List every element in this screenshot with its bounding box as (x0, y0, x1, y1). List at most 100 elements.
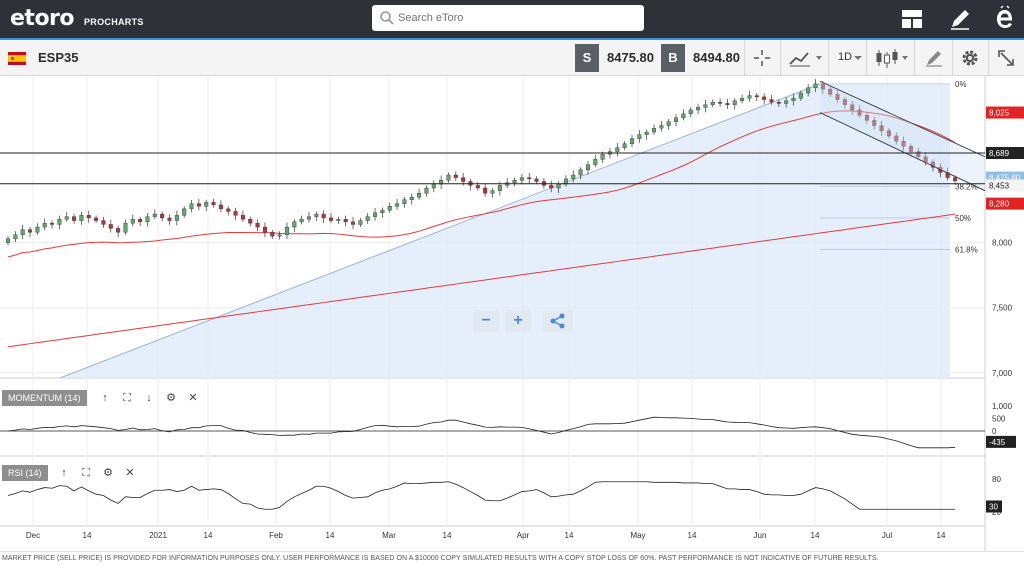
toolbar-divider (744, 40, 745, 76)
buy-price[interactable]: 8494.80 (693, 50, 740, 65)
toolbar-divider (988, 40, 989, 76)
ma-long-price-tag: 8,280 (989, 200, 1010, 209)
x-tick-label: 14 (443, 531, 452, 540)
y-tick-label: 7,000 (992, 369, 1013, 378)
candle-body (123, 222, 128, 233)
close-icon[interactable]: ✕ (125, 467, 135, 479)
candle-body (86, 215, 91, 219)
x-tick-label: 14 (565, 531, 574, 540)
candle-body (718, 101, 723, 104)
candle-body (578, 169, 583, 176)
timeframe-selector[interactable]: 1D (838, 51, 853, 63)
candle-body (130, 219, 135, 224)
candle-body (483, 187, 488, 194)
candle-body (490, 190, 495, 194)
candle-body (101, 220, 106, 225)
gear-icon[interactable]: ⚙ (103, 467, 113, 479)
gear-icon[interactable]: ⚙ (166, 392, 176, 404)
candle-body (417, 193, 422, 198)
x-tick-label: 14 (204, 531, 213, 540)
candle-body (57, 219, 62, 225)
candle-body (20, 229, 25, 236)
move-up-icon[interactable]: ↑ (102, 392, 108, 404)
sell-price[interactable]: 8475.80 (607, 50, 654, 65)
share-button[interactable] (543, 310, 573, 332)
candle-body (512, 180, 517, 184)
candle-body (358, 220, 363, 225)
draw-pencil-icon[interactable] (945, 4, 975, 34)
candle-body (387, 206, 392, 211)
expand-icon[interactable]: ⛶ (82, 467, 90, 479)
candle-body (747, 95, 752, 99)
move-up-icon[interactable]: ↑ (61, 467, 67, 479)
ma-long-price-tag-bg (986, 197, 1024, 210)
layout-icon[interactable] (897, 4, 927, 34)
candle-body (218, 204, 223, 210)
rsi-label[interactable]: RSI (14) (2, 465, 48, 481)
etoro-e-icon[interactable] (990, 4, 1020, 34)
zoom-out-button[interactable]: − (473, 310, 499, 332)
candle-body (725, 103, 730, 105)
buy-tag[interactable]: B (661, 44, 685, 72)
candle-body (754, 95, 759, 98)
candle-body (108, 224, 113, 229)
zoom-in-button[interactable]: + (505, 310, 531, 332)
close-icon[interactable]: ✕ (188, 392, 198, 404)
candle-body (35, 226, 40, 233)
candle-body (453, 174, 458, 178)
gear-icon[interactable] (956, 44, 984, 72)
momentum-value-tag: -435 (989, 438, 1006, 447)
candle-body (409, 196, 414, 200)
moving-average-short (7, 110, 956, 258)
rsi-tick-label: 80 (992, 475, 1001, 484)
resistance-price-tag-bg (986, 147, 1024, 160)
rsi-tools: ↑ ⛶ ⚙ ✕ (56, 465, 138, 481)
candle-body (549, 185, 554, 189)
x-tick-label: May (630, 531, 645, 540)
candle-body (226, 208, 231, 212)
x-tick-label: Dec (26, 531, 40, 540)
expand-icon[interactable]: ⛶ (123, 392, 131, 404)
y-tick-label: 7,500 (992, 304, 1013, 313)
candle-body (710, 101, 715, 105)
candle-body (204, 202, 209, 207)
candle-body (659, 125, 664, 129)
candle-body (402, 199, 407, 204)
candle-body (299, 219, 304, 223)
candle-body (152, 213, 157, 217)
search-input[interactable] (398, 9, 638, 27)
candle-body (784, 100, 789, 104)
candle-body (527, 177, 532, 180)
candle-body (461, 177, 466, 182)
candle-body (732, 100, 737, 105)
etoro-logo[interactable]: etoro (10, 6, 75, 31)
momentum-label[interactable]: MOMENTUM (14) (2, 390, 87, 406)
candle-body (813, 83, 818, 89)
x-tick-label: Feb (269, 531, 283, 540)
candle-body (519, 177, 524, 181)
momentum-tick-label: 500 (992, 415, 1006, 424)
chevron-down-icon[interactable] (852, 44, 864, 72)
candle-body (211, 202, 216, 206)
candle-body (240, 215, 245, 220)
chart-type-icon[interactable] (786, 44, 826, 72)
candle-body (850, 104, 855, 111)
search-box[interactable] (372, 5, 644, 31)
move-down-icon[interactable]: ↓ (146, 392, 152, 404)
share-icon (550, 313, 565, 329)
top-bar: etoro PROCHARTS (0, 0, 1024, 38)
candle-body (688, 109, 693, 115)
toolbar-divider (828, 40, 829, 76)
spain-flag-icon (8, 52, 26, 65)
crosshair-icon[interactable] (748, 44, 776, 72)
fullscreen-icon[interactable] (992, 44, 1020, 72)
drawing-tools-icon[interactable] (920, 44, 948, 72)
candle-body (167, 217, 172, 221)
candle-body (380, 209, 385, 213)
candle-body (5, 238, 10, 243)
sell-tag[interactable]: S (575, 44, 599, 72)
momentum-tick-label: 1,000 (992, 402, 1013, 411)
procharts-label: PROCHARTS (84, 17, 144, 27)
candles-icon[interactable] (872, 44, 912, 72)
